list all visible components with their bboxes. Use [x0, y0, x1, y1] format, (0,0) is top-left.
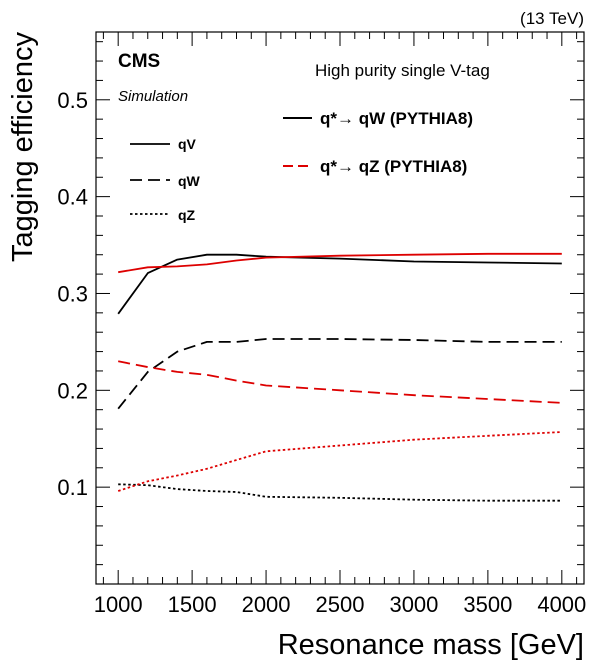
- series-qz-qv-line: [118, 252, 562, 274]
- legend-qv-style-label: qV: [178, 136, 197, 152]
- x-axis-label: Resonance mass [GeV]: [278, 629, 584, 661]
- energy-label: (13 TeV): [520, 9, 584, 28]
- x-tick-label: 3500: [463, 592, 512, 617]
- y-tick-label: 0.4: [57, 185, 88, 210]
- series-qz-qz-line: [117, 431, 562, 492]
- legend-qw-label: q*→ qW (PYTHIA8): [320, 109, 473, 128]
- x-tick-label: 2000: [242, 592, 291, 617]
- y-tick-label: 0.3: [57, 281, 88, 306]
- style-legend: qV qW qZ: [130, 136, 201, 223]
- experiment-label: CMS: [118, 51, 160, 72]
- simulation-label: Simulation: [118, 88, 188, 105]
- y-tick-label: 0.1: [57, 475, 88, 500]
- process-legend: q*→ qW (PYTHIA8) q*→ qZ (PYTHIA8): [283, 109, 473, 176]
- series-qw-qv-line: [117, 253, 562, 315]
- series-qw-qz-line: [118, 483, 562, 502]
- y-tick-label: 0.5: [57, 88, 88, 113]
- legend-qw-style-label: qW: [178, 173, 201, 189]
- legend-qz-label: q*→ qZ (PYTHIA8): [320, 157, 467, 176]
- x-tick-label: 2500: [316, 592, 365, 617]
- legend-qz-style-label: qZ: [178, 207, 196, 223]
- x-tick-label: 4000: [537, 592, 586, 617]
- y-tick-labels: 0.1 0.2 0.3 0.4 0.5: [57, 88, 88, 500]
- series-qz-qw-line: [118, 360, 562, 404]
- x-tick-label: 1000: [94, 592, 143, 617]
- category-label: High purity single V-tag: [315, 61, 490, 80]
- series-qw-qw-line: [117, 338, 562, 410]
- series-lines: [117, 252, 562, 502]
- x-tick-label: 3000: [389, 592, 438, 617]
- y-axis-label: Tagging efficiency: [7, 32, 39, 263]
- x-tick-label: 1500: [168, 592, 217, 617]
- y-tick-label: 0.2: [57, 378, 88, 403]
- tick-marks: [96, 32, 584, 584]
- x-tick-labels: 1000 1500 2000 2500 3000 3500 4000: [94, 592, 587, 617]
